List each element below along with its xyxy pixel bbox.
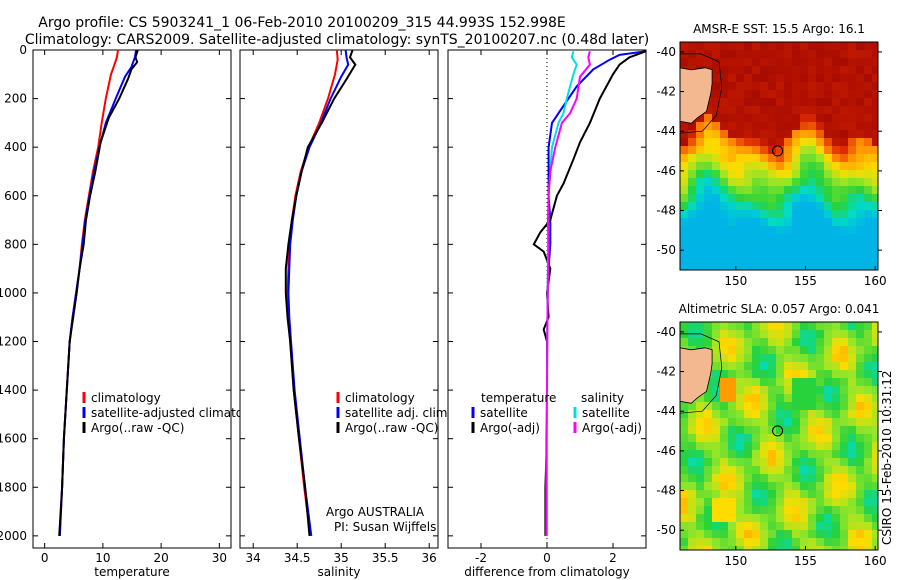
sla_map-y-tick-label: -40 <box>656 325 676 339</box>
sst_map-x-tick-label: 150 <box>724 274 747 288</box>
pi-label: PI: Susan Wijffels <box>334 520 436 534</box>
difference-legend-temperature-header: temperature <box>481 391 556 405</box>
salinity-series-argo-raw-qc- <box>284 49 357 536</box>
sla_map-x-tick-label: 160 <box>864 554 887 568</box>
figure-title-line2: Climatology: CARS2009. Satellite-adjuste… <box>25 32 649 48</box>
figure-title-line1: Argo profile: CS 5903241_1 06-Feb-2010 2… <box>38 15 565 31</box>
difference-x-tick-label: 0 <box>543 551 551 565</box>
depth-tick-label: 1400 <box>0 383 27 397</box>
temperature-x-axis-label: temperature <box>94 565 169 579</box>
sla_map-frame <box>679 321 879 551</box>
salinity-x-tick-label: 35 <box>334 551 349 565</box>
sst_map-y-tick-label: -40 <box>656 45 676 59</box>
sst_map-y-tick-label: -44 <box>656 124 676 138</box>
sst_map-y-tick-label: -46 <box>656 164 676 178</box>
difference-legend-salinity-header: salinity <box>581 391 624 405</box>
temperature-axes-box <box>32 49 232 549</box>
difference-legend-temp-argo-label: Argo(-adj) <box>480 421 540 435</box>
salinity-x-tick-label: 35.5 <box>372 551 399 565</box>
csiro-credit: CSIRO 15-Feb-2010 10:31:12 <box>880 370 894 545</box>
temperature-x-tick-label: 10 <box>95 551 110 565</box>
sst_map-title: AMSR-E SST: 15.5 Argo: 16.1 <box>693 22 865 36</box>
salinity-x-tick-label: 34 <box>246 551 261 565</box>
temperature-x-tick-label: 30 <box>212 551 227 565</box>
salinity-axes-box <box>239 49 439 549</box>
difference-legend-sal-satellite-label: satellite <box>582 406 630 420</box>
difference-series-salinity-argo-adj- <box>545 50 591 536</box>
salinity-x-axis-label: salinity <box>317 565 360 579</box>
difference-x-axis-label: difference from climatology <box>464 565 630 579</box>
shelf-contour <box>680 333 723 414</box>
argo-program-label: Argo AUSTRALIA <box>326 505 425 519</box>
depth-tick-label: 400 <box>4 140 27 154</box>
depth-tick-label: 1000 <box>0 286 27 300</box>
temperature-legend-entry-label: satellite-adjusted climatology <box>91 406 269 420</box>
salinity-x-tick-label: 36 <box>422 551 437 565</box>
sla_map-x-tick-label: 155 <box>794 554 817 568</box>
depth-tick-label: 2000 <box>0 529 27 543</box>
temperature-x-tick-label: 0 <box>41 551 49 565</box>
temperature-x-tick-label: 20 <box>153 551 168 565</box>
sst_map-frame <box>679 41 879 271</box>
sla_map-x-tick-label: 150 <box>724 554 747 568</box>
shelf-contour <box>680 53 723 134</box>
difference-legend-temp-satellite-label: satellite <box>480 406 528 420</box>
sla_map-y-tick-label: -44 <box>656 404 676 418</box>
sst_map-y-tick-label: -50 <box>656 243 676 257</box>
salinity-legend-entry-label: satellite adj. clim. <box>345 406 451 420</box>
tasmania-land <box>680 67 713 124</box>
depth-tick-label: 600 <box>4 189 27 203</box>
sst_map-y-tick-label: -42 <box>656 85 676 99</box>
sla_map-y-tick-label: -48 <box>656 484 676 498</box>
depth-tick-label: 1800 <box>0 480 27 494</box>
salinity-legend-entry-label: climatology <box>345 391 415 405</box>
sla_map-title: Altimetric SLA: 0.057 Argo: 0.041 <box>679 302 880 316</box>
salinity-panel: 34 34.5 35 35.5 36 salinity climatologysatelli… <box>239 49 451 579</box>
argo-float-marker <box>772 425 784 437</box>
sla-map-panel: 150 155 160 -40 -42 -44 -46 -48 -50 Altimetric SL… <box>656 302 886 568</box>
depth-tick-label: 0 <box>19 43 27 57</box>
temperature-legend-entry-label: Argo(..raw -QC) <box>91 421 184 435</box>
sst-map-panel: 150 155 160 -40 -42 -44 -46 -48 -50 AMSR-E SST: 1… <box>656 22 886 288</box>
tasmania-land <box>680 347 713 404</box>
sla_map-y-tick-label: -50 <box>656 523 676 537</box>
temperature-panel: 0 10 20 30 0 200 400 600 800 1000 1200 1400 1600 1800… <box>0 43 269 579</box>
argo-float-marker <box>772 145 784 157</box>
salinity-x-tick-label: 34.5 <box>284 551 311 565</box>
difference-x-tick-label: 2 <box>609 551 617 565</box>
sla_map-y-tick-label: -46 <box>656 444 676 458</box>
difference-x-tick-label: -2 <box>475 551 487 565</box>
sst_map-y-tick-label: -48 <box>656 204 676 218</box>
sst_map-x-tick-label: 155 <box>794 274 817 288</box>
depth-tick-label: 800 <box>4 237 27 251</box>
temperature-legend-entry-label: climatology <box>91 391 161 405</box>
salinity-legend-entry-label: Argo(..raw -QC) <box>345 421 438 435</box>
sla_map-y-tick-label: -42 <box>656 365 676 379</box>
difference-legend-sal-argo-label: Argo(-adj) <box>582 421 642 435</box>
depth-tick-label: 1200 <box>0 335 27 349</box>
depth-tick-label: 200 <box>4 92 27 106</box>
sst_map-x-tick-label: 160 <box>864 274 887 288</box>
depth-tick-label: 1600 <box>0 432 27 446</box>
temperature-series-argo-raw-qc- <box>58 49 139 536</box>
